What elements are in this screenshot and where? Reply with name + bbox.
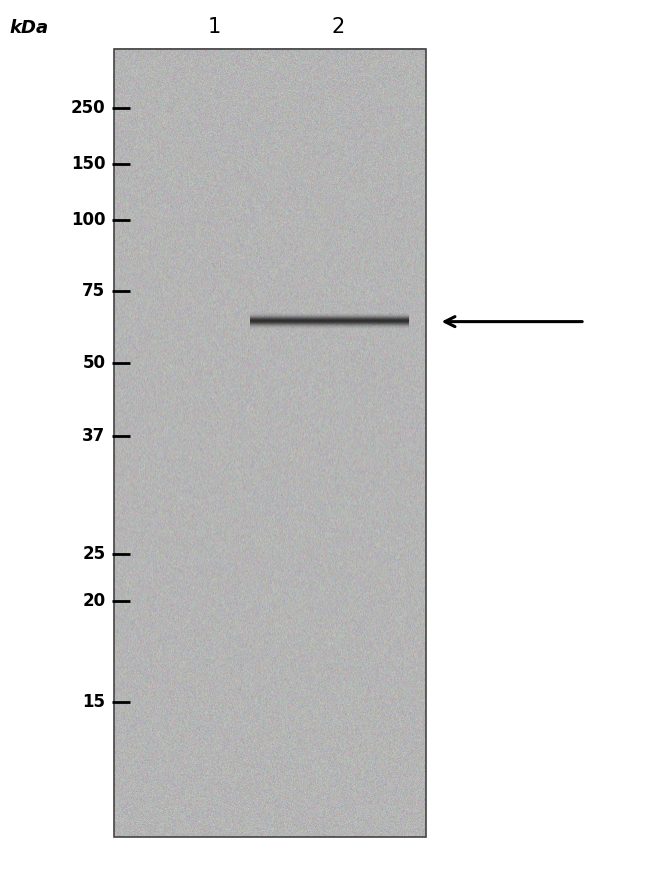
Bar bbox=[114, 49, 426, 837]
Text: kDa: kDa bbox=[10, 19, 49, 37]
Text: 15: 15 bbox=[83, 693, 105, 711]
Text: 1: 1 bbox=[208, 17, 221, 37]
Text: 150: 150 bbox=[71, 155, 105, 173]
Text: 50: 50 bbox=[83, 354, 105, 372]
Text: 250: 250 bbox=[71, 99, 105, 117]
Text: 2: 2 bbox=[332, 17, 344, 37]
Text: 75: 75 bbox=[82, 282, 105, 299]
Text: 37: 37 bbox=[82, 427, 105, 445]
Text: 20: 20 bbox=[82, 592, 105, 610]
Text: 100: 100 bbox=[71, 211, 105, 229]
Text: 25: 25 bbox=[82, 545, 105, 563]
